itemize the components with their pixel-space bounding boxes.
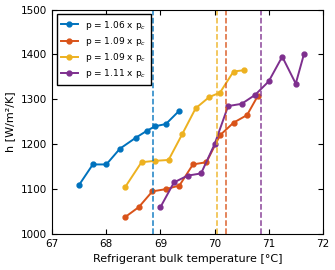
Y-axis label: h [W/m²/K]: h [W/m²/K] [6,92,15,152]
X-axis label: Refrigerant bulk temperature [°C]: Refrigerant bulk temperature [°C] [93,254,282,264]
Legend: p = 1.06 x p$_c$, p = 1.09 x p$_c$, p = 1.09 x p$_c$, p = 1.11 x p$_c$: p = 1.06 x p$_c$, p = 1.09 x p$_c$, p = … [57,14,150,85]
